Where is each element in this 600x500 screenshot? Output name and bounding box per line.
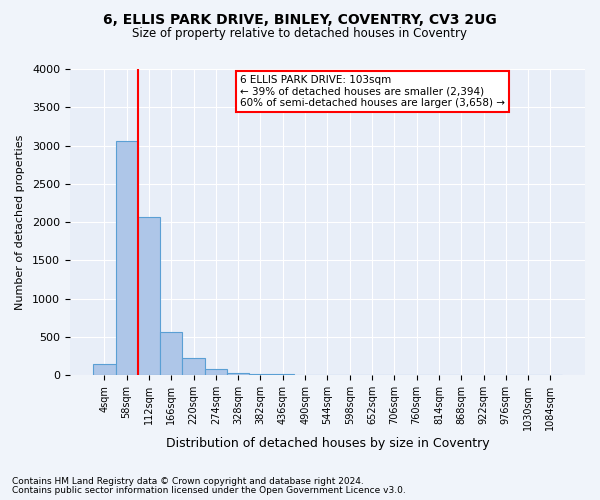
Y-axis label: Number of detached properties: Number of detached properties <box>15 134 25 310</box>
Bar <box>250 374 272 375</box>
Bar <box>182 358 205 375</box>
Text: Contains HM Land Registry data © Crown copyright and database right 2024.: Contains HM Land Registry data © Crown c… <box>12 477 364 486</box>
Bar <box>272 374 294 375</box>
Bar <box>227 373 250 375</box>
Bar <box>93 364 116 375</box>
Bar <box>205 370 227 375</box>
Text: Contains public sector information licensed under the Open Government Licence v3: Contains public sector information licen… <box>12 486 406 495</box>
Bar <box>160 332 182 375</box>
Bar <box>138 218 160 375</box>
Bar <box>116 141 138 375</box>
Text: 6, ELLIS PARK DRIVE, BINLEY, COVENTRY, CV3 2UG: 6, ELLIS PARK DRIVE, BINLEY, COVENTRY, C… <box>103 12 497 26</box>
Text: 6 ELLIS PARK DRIVE: 103sqm
← 39% of detached houses are smaller (2,394)
60% of s: 6 ELLIS PARK DRIVE: 103sqm ← 39% of deta… <box>240 75 505 108</box>
X-axis label: Distribution of detached houses by size in Coventry: Distribution of detached houses by size … <box>166 437 489 450</box>
Text: Size of property relative to detached houses in Coventry: Size of property relative to detached ho… <box>133 28 467 40</box>
